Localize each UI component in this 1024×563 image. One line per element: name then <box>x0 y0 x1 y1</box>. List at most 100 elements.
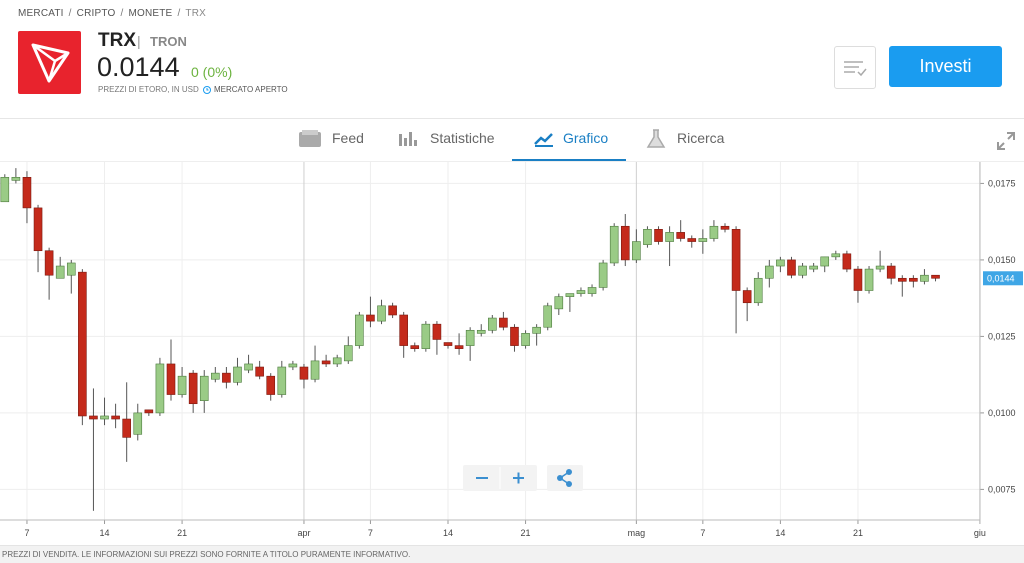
change: 0 (0%) <box>191 64 233 80</box>
separator: | <box>137 33 141 49</box>
candle-body <box>244 363 253 371</box>
candle-body <box>277 366 287 395</box>
candle-body <box>366 314 375 322</box>
candle-body <box>820 256 830 267</box>
divider <box>0 118 1024 119</box>
x-tick-label: 21 <box>521 528 531 538</box>
candle-body <box>864 268 874 291</box>
candle-body <box>332 357 342 365</box>
y-tick-label: 0,0150 <box>988 255 1016 265</box>
candle-body <box>388 305 397 316</box>
feed-icon <box>299 130 321 147</box>
candle-body <box>576 290 586 294</box>
candle-body <box>909 277 918 282</box>
crumb: TRX <box>185 8 207 19</box>
logo <box>18 31 81 94</box>
candle-body <box>111 415 120 420</box>
candle-body <box>720 225 730 230</box>
candle-body <box>211 372 220 380</box>
price-note: PREZZI DI ETORO, IN USD <box>98 85 199 94</box>
candle-body <box>488 317 497 331</box>
tab-active[interactable]: Grafico <box>563 130 609 146</box>
candle-body <box>421 323 431 349</box>
tab-underline <box>512 159 626 161</box>
y-tick-label: 0,0100 <box>988 408 1016 418</box>
candle-body <box>399 314 408 346</box>
price: 0.0144 <box>97 52 180 82</box>
y-tick-label: 0,0125 <box>988 331 1016 341</box>
x-tick-label: 21 <box>853 528 863 538</box>
candle-body <box>753 277 763 304</box>
candle-body <box>0 176 10 203</box>
candle-body <box>310 360 320 380</box>
candle-body <box>266 375 276 395</box>
candle-body <box>155 363 165 414</box>
candle-body <box>166 363 176 395</box>
share-button[interactable] <box>547 465 583 491</box>
candle-body <box>886 265 896 279</box>
candle-body <box>199 375 209 401</box>
breadcrumb: MERCATI / CRIPTO / MONETE / TRX <box>18 8 207 19</box>
candle-body <box>554 296 564 310</box>
candle-body <box>709 225 719 239</box>
candle-body <box>454 345 464 349</box>
disclaimer: PREZZI DI VENDITA. LE INFORMAZIONI SUI P… <box>2 550 411 559</box>
candle-body <box>78 271 87 417</box>
last-price-marker <box>983 271 1023 286</box>
expand-icon[interactable] <box>996 131 1016 151</box>
candle-body <box>44 250 54 276</box>
candle-body <box>355 314 364 346</box>
candle-body <box>343 345 353 362</box>
candle-body <box>532 326 541 334</box>
symbol: TRX <box>98 30 136 51</box>
list-icon <box>844 61 867 77</box>
candle-body <box>809 265 818 270</box>
candle-body <box>33 207 43 252</box>
candle-body <box>299 366 309 380</box>
name: TRON <box>150 34 187 49</box>
candle-body <box>931 274 940 279</box>
x-tick-label: 21 <box>177 528 187 538</box>
x-tick-label: 14 <box>443 528 453 538</box>
candle-body <box>875 265 885 270</box>
x-tick-label: mag <box>628 528 646 538</box>
crumb[interactable]: CRIPTO <box>76 8 116 19</box>
candle-body <box>598 262 608 288</box>
candle-body <box>643 229 652 245</box>
candle-body <box>465 329 475 346</box>
x-tick-label: giu <box>974 528 986 538</box>
footer-bar: PREZZI DI VENDITA. LE INFORMAZIONI SUI P… <box>0 545 1024 563</box>
candle-body <box>742 290 752 304</box>
tab[interactable]: Statistiche <box>430 130 495 146</box>
candle-body <box>620 225 630 261</box>
share-icon <box>557 469 572 487</box>
candle-body <box>798 265 807 276</box>
research-icon <box>646 129 666 148</box>
candle-body <box>177 375 187 395</box>
invest-button[interactable]: Investi <box>889 46 1002 87</box>
zoom-controls <box>463 465 537 491</box>
candle-body <box>920 274 929 282</box>
y-tick-label: 0,0075 <box>988 484 1016 494</box>
candle-body <box>787 259 796 276</box>
candle-body <box>632 241 641 261</box>
candle-body <box>765 265 774 279</box>
last-price-label: 0,0144 <box>987 273 1015 283</box>
candle-body <box>842 253 852 270</box>
candle-body <box>687 238 697 242</box>
clock-icon <box>203 86 211 94</box>
market-status: MERCATO APERTO <box>214 85 288 94</box>
stats-icon <box>399 132 417 146</box>
candle-body <box>443 342 453 346</box>
candle-body <box>133 412 143 435</box>
candle-body <box>222 372 231 383</box>
crumb[interactable]: MONETE <box>128 8 173 19</box>
candle-body <box>565 293 575 297</box>
tab[interactable]: Feed <box>332 130 364 146</box>
zoom-in[interactable] <box>513 472 524 484</box>
crumb[interactable]: MERCATI <box>18 8 64 19</box>
tab[interactable]: Ricerca <box>677 130 725 146</box>
candle-body <box>853 268 863 291</box>
watchlist-button[interactable] <box>834 46 876 89</box>
